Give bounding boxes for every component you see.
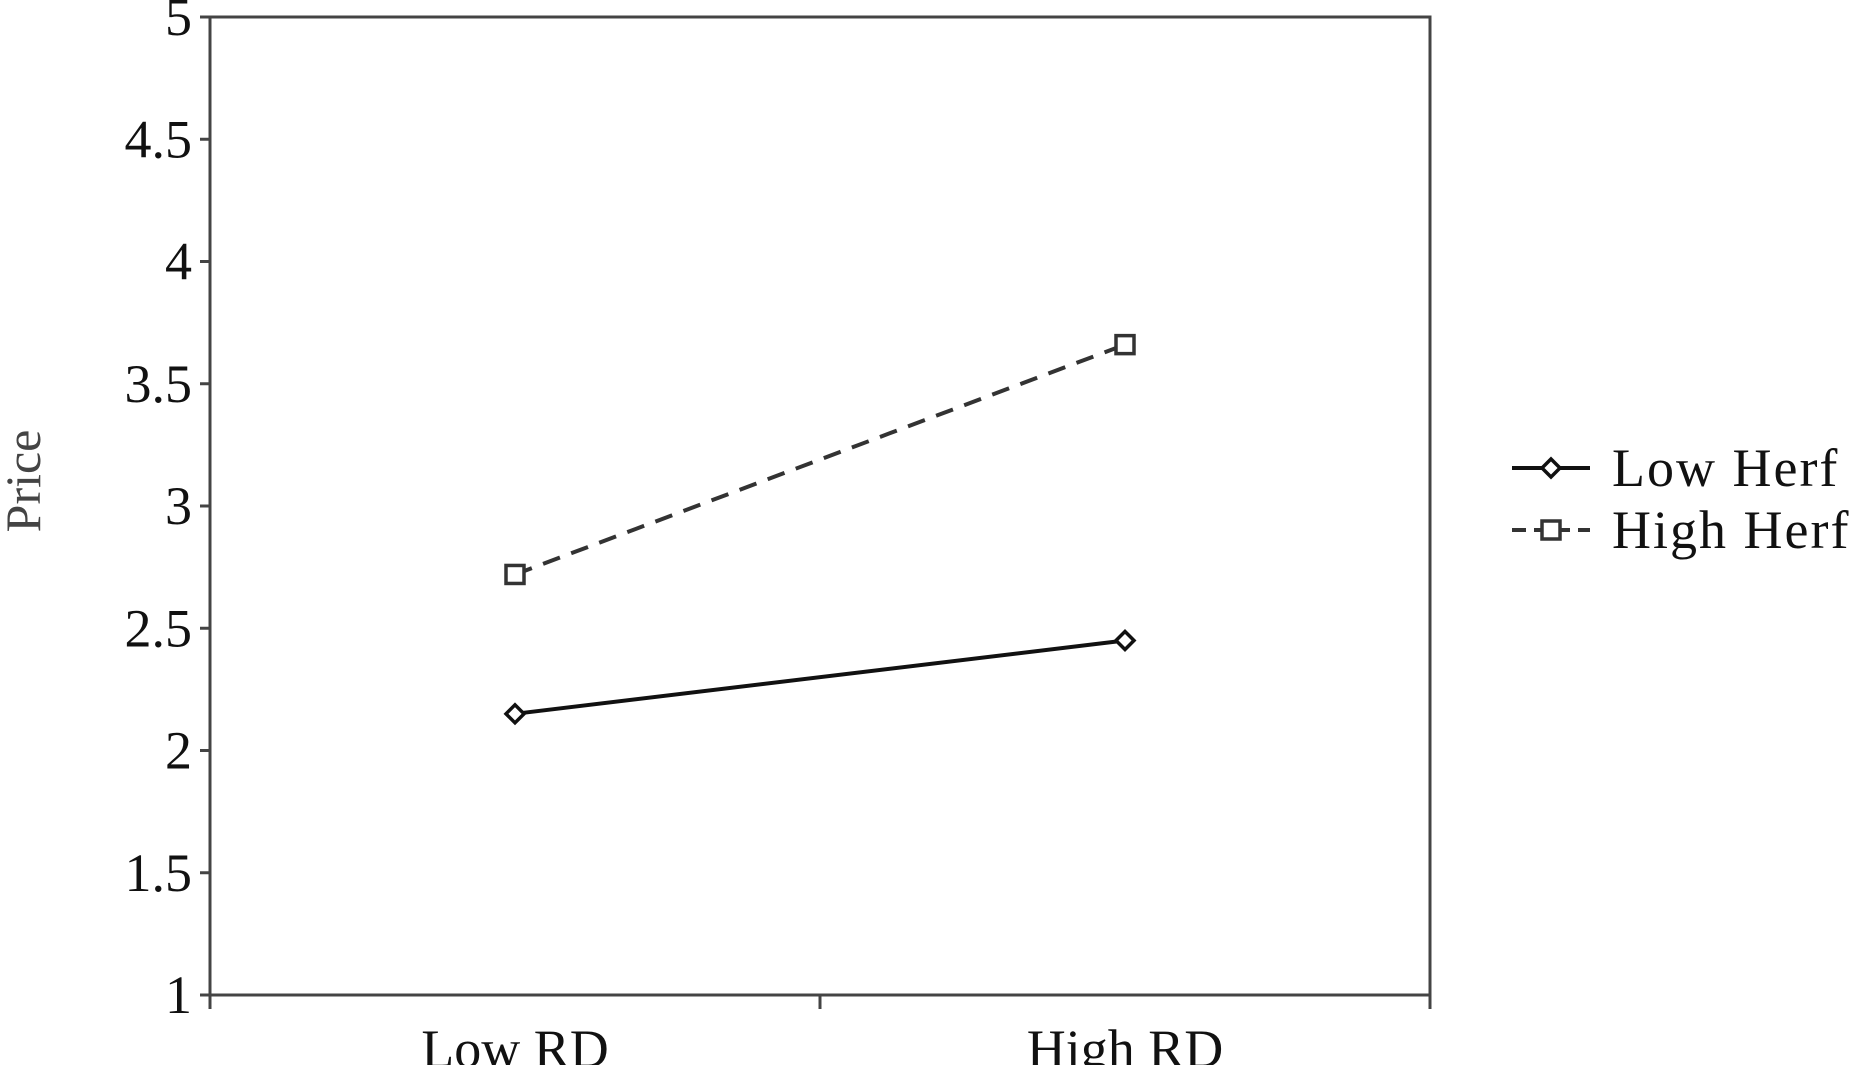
y-tick-label: 2	[165, 721, 192, 781]
data-point-0-1	[1113, 629, 1137, 652]
series-line-0	[514, 638, 1126, 716]
y-tick-label: 4.5	[125, 109, 193, 169]
legend-label-0: Low Herf	[1612, 438, 1839, 498]
plot-area-frame	[208, 15, 1432, 997]
legend-label-1: High Herf	[1612, 500, 1850, 560]
x-tick-label: High RD	[1027, 1019, 1224, 1065]
y-tick-label: 2.5	[125, 598, 193, 658]
y-tick-label: 4	[165, 232, 192, 292]
data-point-1-0	[504, 563, 526, 586]
y-tick-label: 3	[165, 476, 192, 536]
y-axis: 1 1.5 2 2.5 3 3.5 4 4.5 5	[125, 0, 210, 1025]
series-line-1	[514, 342, 1126, 577]
y-tick-label: 1.5	[125, 843, 193, 903]
y-axis-title: Price	[0, 430, 51, 533]
legend-marker-0	[1539, 456, 1563, 480]
x-tick-label: Low RD	[421, 1019, 609, 1065]
data-point-0-0	[503, 702, 527, 726]
y-tick-label: 5	[165, 0, 192, 47]
legend-marker-1	[1540, 519, 1562, 541]
series-layer	[503, 333, 1137, 726]
y-tick-label: 1	[165, 965, 192, 1025]
x-axis: Low RD High RD	[208, 995, 1432, 1065]
y-tick-label: 3.5	[125, 354, 193, 414]
data-point-1-1	[1114, 333, 1136, 356]
